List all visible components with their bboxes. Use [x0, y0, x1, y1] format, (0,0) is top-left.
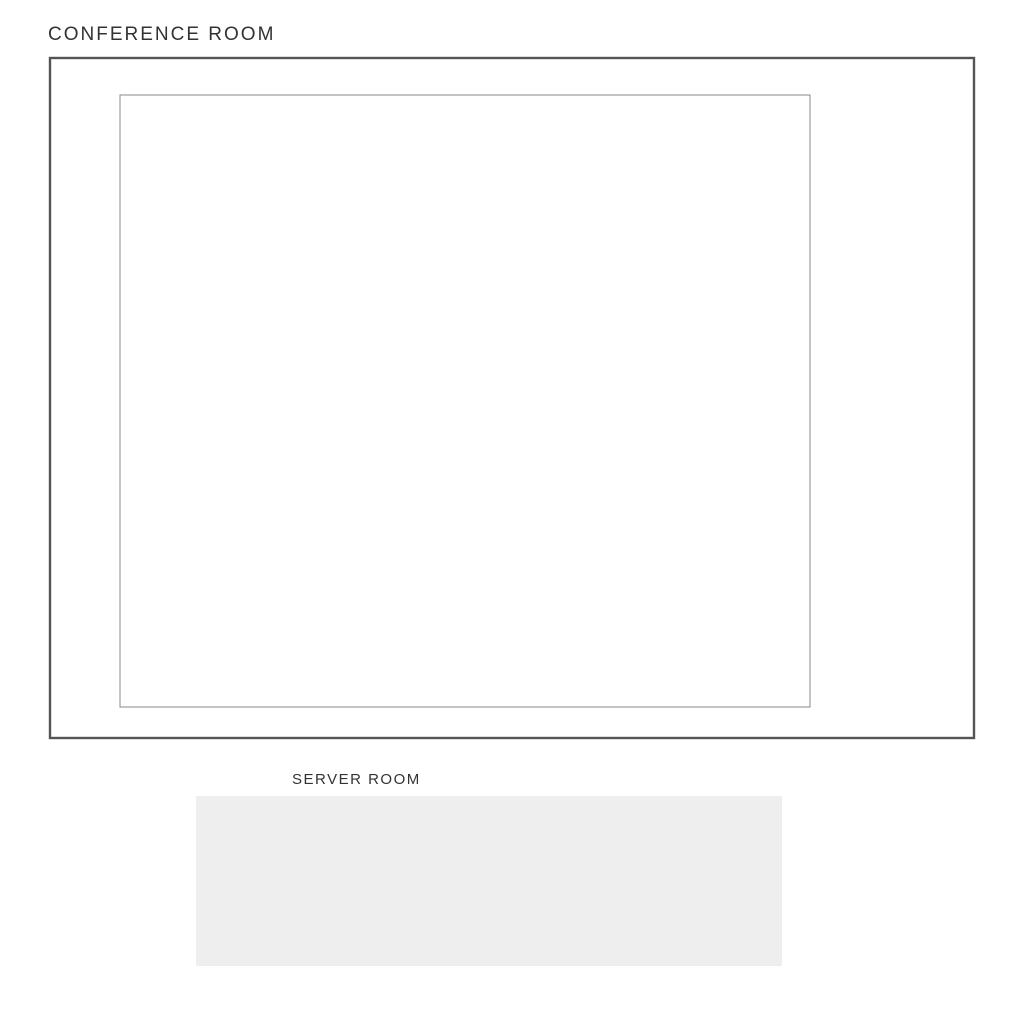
server-room-title: SERVER ROOM — [292, 771, 421, 788]
conference-room-border — [50, 58, 974, 738]
conference-title: CONFERENCE ROOM — [48, 24, 275, 45]
inner-frame — [120, 95, 810, 707]
server-room-box — [196, 796, 782, 966]
